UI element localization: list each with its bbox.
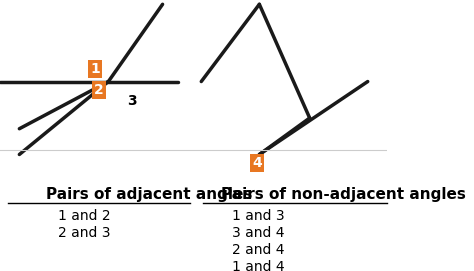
Text: 3: 3 bbox=[127, 94, 137, 108]
Text: 4: 4 bbox=[253, 156, 262, 170]
Text: 1 and 3: 1 and 3 bbox=[232, 209, 285, 223]
Text: 2: 2 bbox=[94, 83, 104, 97]
Text: 1 and 2: 1 and 2 bbox=[58, 209, 111, 223]
Text: 1 and 4: 1 and 4 bbox=[232, 260, 285, 271]
Text: Pairs of non-adjacent angles: Pairs of non-adjacent angles bbox=[220, 188, 465, 202]
Text: 3 and 4: 3 and 4 bbox=[232, 226, 285, 240]
Text: 1: 1 bbox=[90, 62, 100, 76]
Text: Pairs of adjacent angles: Pairs of adjacent angles bbox=[46, 188, 253, 202]
Text: 2 and 4: 2 and 4 bbox=[232, 243, 285, 257]
Text: 2 and 3: 2 and 3 bbox=[58, 226, 110, 240]
